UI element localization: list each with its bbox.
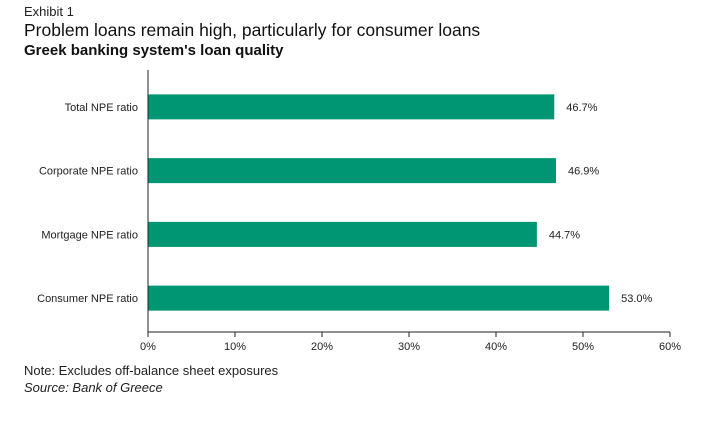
chart-subtitle: Greek banking system's loan quality	[24, 42, 284, 59]
x-tick-label-40: 40%	[485, 341, 507, 353]
category-label-consumer-npe-ratio: Consumer NPE ratio	[37, 293, 138, 305]
data-label-total-npe-ratio: 46.7%	[566, 102, 597, 114]
x-tick-label-10: 10%	[224, 341, 246, 353]
x-tick-label-0: 0%	[140, 341, 156, 353]
chart-source: Source: Bank of Greece	[24, 380, 163, 395]
chart-note: Note: Excludes off-balance sheet exposur…	[24, 363, 279, 378]
chart-title: Problem loans remain high, particularly …	[24, 20, 481, 40]
data-label-corporate-npe-ratio: 46.9%	[568, 166, 599, 178]
exhibit-label: Exhibit 1	[24, 4, 74, 19]
bar-total-npe-ratio	[148, 94, 555, 120]
x-tick-label-30: 30%	[398, 341, 420, 353]
data-label-mortgage-npe-ratio: 44.7%	[549, 229, 580, 241]
bar-consumer-npe-ratio	[148, 285, 610, 311]
category-label-mortgage-npe-ratio: Mortgage NPE ratio	[41, 229, 138, 241]
data-label-consumer-npe-ratio: 53.0%	[621, 293, 652, 305]
x-tick-label-20: 20%	[311, 341, 333, 353]
x-tick-label-50: 50%	[572, 341, 594, 353]
category-label-corporate-npe-ratio: Corporate NPE ratio	[39, 166, 138, 178]
bar-corporate-npe-ratio	[148, 158, 557, 184]
x-tick-label-60: 60%	[659, 341, 681, 353]
bar-mortgage-npe-ratio	[148, 221, 537, 247]
category-label-total-npe-ratio: Total NPE ratio	[65, 102, 138, 114]
